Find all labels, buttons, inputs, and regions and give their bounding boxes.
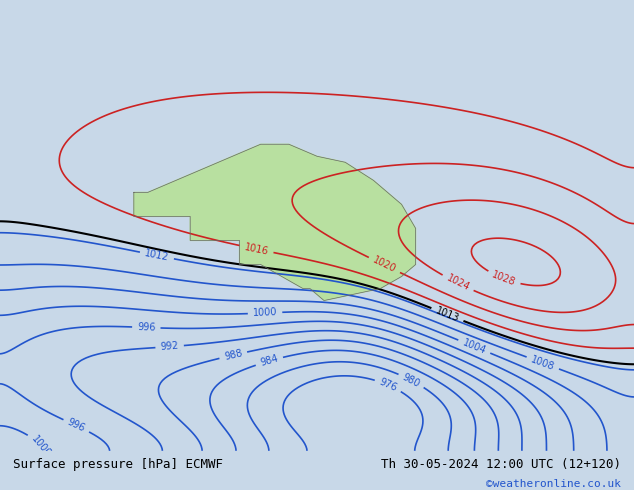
Text: 996: 996: [137, 322, 156, 333]
Text: 1013: 1013: [434, 305, 461, 324]
Text: 1008: 1008: [529, 354, 556, 372]
Text: 1028: 1028: [491, 270, 517, 288]
Text: ©weatheronline.co.uk: ©weatheronline.co.uk: [486, 479, 621, 489]
Polygon shape: [134, 144, 416, 300]
Text: 976: 976: [378, 377, 399, 393]
Text: Th 30-05-2024 12:00 UTC (12+120): Th 30-05-2024 12:00 UTC (12+120): [381, 458, 621, 471]
Text: 1000: 1000: [252, 308, 278, 319]
Text: 1004: 1004: [461, 337, 488, 356]
Text: 996: 996: [66, 417, 87, 434]
Text: Surface pressure [hPa] ECMWF: Surface pressure [hPa] ECMWF: [13, 458, 223, 471]
Text: 992: 992: [160, 341, 179, 352]
Text: 980: 980: [401, 372, 422, 389]
Text: 1020: 1020: [371, 255, 398, 275]
Text: 1024: 1024: [444, 273, 471, 293]
Text: 1016: 1016: [243, 242, 269, 256]
Text: 984: 984: [259, 354, 280, 368]
Text: 1000: 1000: [29, 434, 53, 459]
Text: 1012: 1012: [144, 248, 170, 263]
Text: 988: 988: [223, 348, 243, 362]
